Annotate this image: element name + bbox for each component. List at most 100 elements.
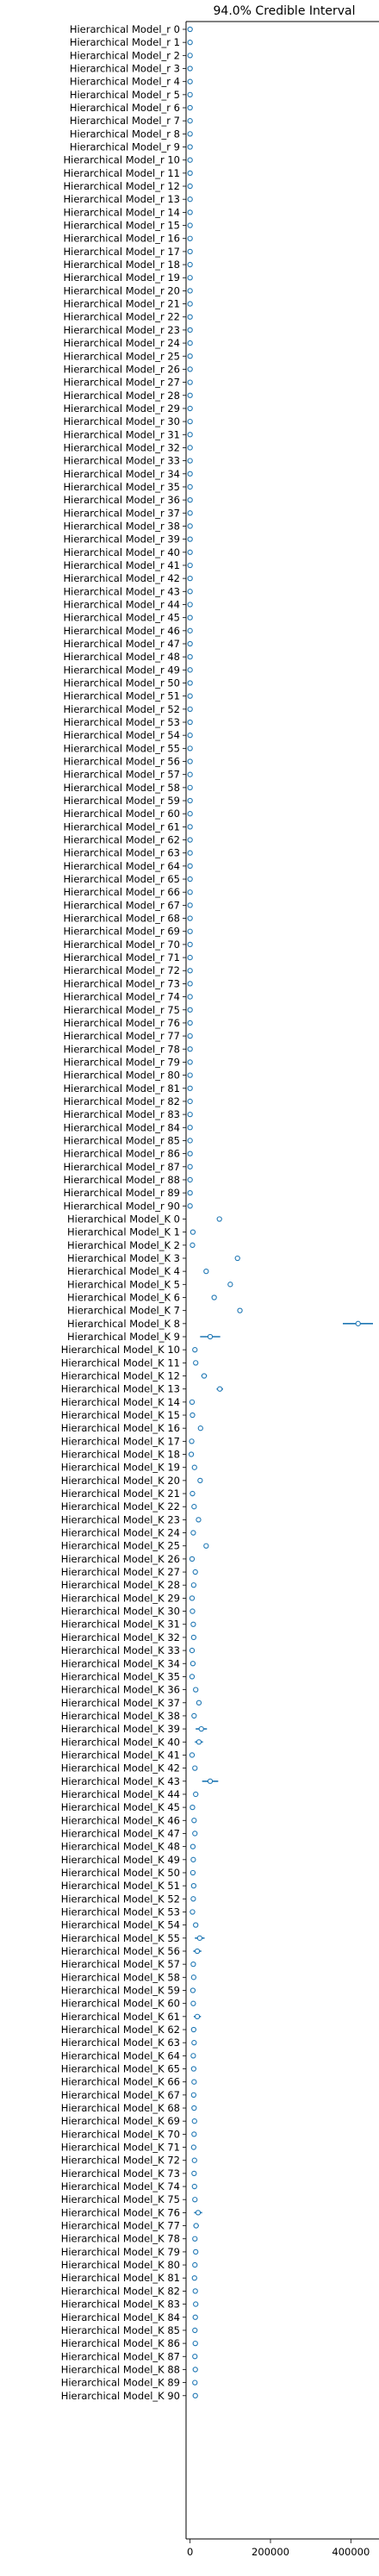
y-tick-label: Hierarchical Model_r 56 xyxy=(64,756,181,768)
y-tick-label: Hierarchical Model_K 58 xyxy=(61,1971,180,1983)
point-estimate xyxy=(187,745,193,752)
k-row-33 xyxy=(189,1647,196,1654)
k-row-35 xyxy=(189,1674,196,1680)
y-tick-label: Hierarchical Model_r 23 xyxy=(64,324,181,336)
k-row-42 xyxy=(192,1765,198,1771)
point-estimate xyxy=(187,640,193,647)
point-estimate xyxy=(187,824,193,830)
k-row-25 xyxy=(203,1543,209,1549)
point-estimate xyxy=(187,693,193,699)
point-estimate xyxy=(187,275,193,281)
y-tick-label: Hierarchical Model_r 84 xyxy=(64,1121,181,1133)
y-tick-label: Hierarchical Model_r 40 xyxy=(64,546,181,558)
y-tick-label: Hierarchical Model_r 69 xyxy=(64,926,181,938)
y-tick-label: Hierarchical Model_r 87 xyxy=(64,1161,181,1173)
y-tick-label: Hierarchical Model_r 29 xyxy=(64,402,181,415)
interval-marks xyxy=(187,26,373,2398)
k-row-89 xyxy=(192,2380,198,2386)
r-row-75 xyxy=(187,1007,193,1013)
k-row-4 xyxy=(203,1269,209,1275)
r-row-88 xyxy=(187,1176,193,1183)
point-estimate xyxy=(192,2197,198,2203)
r-row-45 xyxy=(187,614,193,621)
point-estimate xyxy=(187,392,193,398)
y-tick-label: Hierarchical Model_r 43 xyxy=(64,585,181,597)
y-tick-label: Hierarchical Model_r 90 xyxy=(64,1200,181,1212)
y-tick-label: Hierarchical Model_r 66 xyxy=(64,886,181,898)
point-estimate xyxy=(190,1843,196,1849)
point-estimate xyxy=(190,1634,197,1641)
point-estimate xyxy=(192,1765,198,1771)
point-estimate xyxy=(187,928,193,934)
point-estimate xyxy=(196,1517,202,1523)
point-estimate xyxy=(187,614,193,621)
k-row-14 xyxy=(189,1399,196,1405)
point-estimate xyxy=(187,654,193,660)
point-estimate xyxy=(201,1373,208,1379)
k-row-58 xyxy=(190,1974,197,1980)
y-tick-label: Hierarchical Model_K 47 xyxy=(61,1827,180,1839)
y-tick-label: Hierarchical Model_r 8 xyxy=(70,128,180,140)
y-tick-label: Hierarchical Model_r 19 xyxy=(64,271,181,284)
point-estimate xyxy=(237,1307,243,1313)
point-estimate xyxy=(203,1269,209,1275)
y-tick-label: Hierarchical Model_K 43 xyxy=(61,1775,180,1787)
point-estimate xyxy=(187,1176,193,1183)
point-estimate xyxy=(187,589,193,595)
point-estimate xyxy=(189,1438,195,1444)
point-estimate xyxy=(191,1464,197,1470)
point-estimate xyxy=(192,2261,198,2268)
k-row-38 xyxy=(191,1712,197,1719)
point-estimate xyxy=(190,2144,197,2150)
k-row-30 xyxy=(190,1608,196,1614)
point-estimate xyxy=(187,1189,193,1196)
k-row-52 xyxy=(190,1896,196,1902)
y-tick-label: Hierarchical Model_r 45 xyxy=(64,612,181,624)
k-row-70 xyxy=(191,2131,197,2137)
k-row-7 xyxy=(237,1307,243,1313)
y-tick-label: Hierarchical Model_K 57 xyxy=(61,1958,180,1970)
r-row-19 xyxy=(187,275,193,281)
point-estimate xyxy=(190,1412,196,1419)
r-row-30 xyxy=(187,418,193,425)
r-row-60 xyxy=(187,811,193,817)
r-row-63 xyxy=(187,850,193,856)
r-row-18 xyxy=(187,261,193,268)
y-tick-label: Hierarchical Model_r 24 xyxy=(64,337,181,349)
r-row-6 xyxy=(187,104,193,111)
y-tick-label: Hierarchical Model_r 64 xyxy=(64,860,181,872)
point-estimate xyxy=(187,118,193,124)
k-row-77 xyxy=(193,2223,199,2229)
point-estimate xyxy=(187,209,193,215)
y-tick-label: Hierarchical Model_K 63 xyxy=(61,2036,180,2049)
y-tick-label: Hierarchical Model_r 70 xyxy=(64,939,181,951)
point-estimate xyxy=(187,575,193,582)
point-estimate xyxy=(192,2236,198,2242)
point-estimate xyxy=(187,405,193,412)
y-tick-label: Hierarchical Model_r 71 xyxy=(64,951,181,964)
r-row-5 xyxy=(187,91,193,97)
y-tick-label: Hierarchical Model_K 16 xyxy=(61,1422,180,1434)
point-estimate xyxy=(187,248,193,255)
point-estimate xyxy=(187,784,193,791)
point-estimate xyxy=(187,1059,193,1065)
k-row-68 xyxy=(191,2105,197,2111)
r-row-33 xyxy=(187,458,193,464)
r-row-32 xyxy=(187,445,193,451)
r-row-87 xyxy=(187,1163,193,1169)
y-tick-label: Hierarchical Model_r 80 xyxy=(64,1070,181,1082)
k-row-34 xyxy=(190,1661,196,1667)
r-row-48 xyxy=(187,654,193,660)
y-tick-label: Hierarchical Model_r 82 xyxy=(64,1095,181,1107)
r-row-27 xyxy=(187,379,193,385)
r-row-22 xyxy=(187,314,193,320)
r-row-66 xyxy=(187,889,193,895)
y-tick-label: Hierarchical Model_K 46 xyxy=(61,1814,180,1826)
point-estimate xyxy=(217,1386,223,1392)
y-tick-label: Hierarchical Model_K 60 xyxy=(61,1998,180,2010)
k-row-50 xyxy=(190,1869,196,1876)
k-row-63 xyxy=(191,2040,197,2046)
k-row-48 xyxy=(190,1843,196,1849)
k-row-0 xyxy=(216,1216,222,1222)
point-estimate xyxy=(187,196,193,203)
